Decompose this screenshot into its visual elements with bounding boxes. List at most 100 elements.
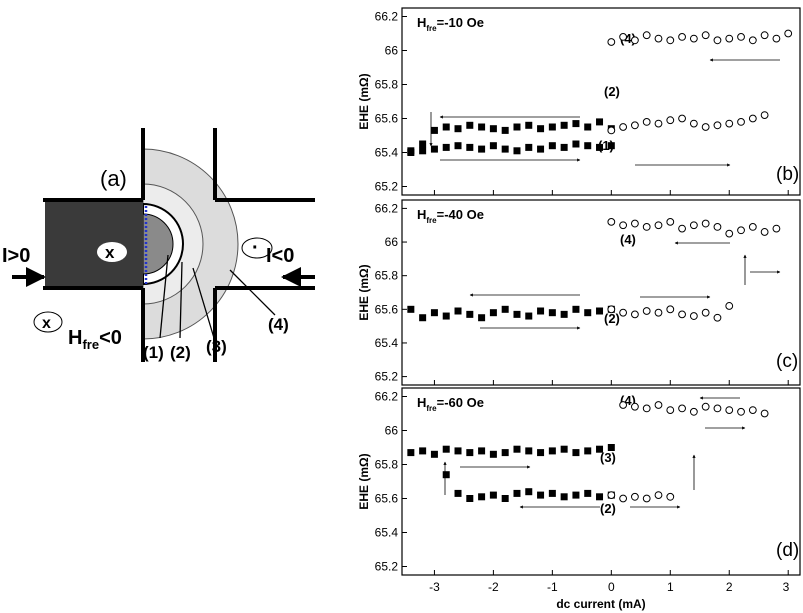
data-point [689,119,698,128]
data-point [501,305,509,313]
diagram: (a) I>0 I<0 x · x Hfre<0 (1) (2) (3) (4) [2,128,315,362]
data-point [419,314,427,322]
data-point [537,491,545,499]
y-tick-label: 65.6 [375,112,399,126]
data-point [678,310,686,319]
data-point [607,305,616,314]
data-point [784,29,793,38]
region-label: (3) [206,337,227,356]
data-point [478,145,486,153]
panel-label: (d) [776,540,799,561]
data-point [584,447,592,455]
data-point [666,217,675,226]
y-axis-label: EHE (mΩ) [357,73,371,129]
data-point [701,123,710,131]
data-point [478,123,486,131]
data-point [666,305,675,314]
data-point [407,147,415,155]
data-point [572,305,580,313]
heading-sub: fre [426,404,437,413]
field-rest: <0 [99,327,122,349]
y-tick-label: 65.8 [375,458,399,472]
data-point [631,219,639,228]
data-point [642,223,651,231]
y-tick-label: 65.8 [375,78,399,92]
data-point [619,308,628,317]
data-point [560,143,568,151]
data-point [489,125,497,133]
data-point [513,310,521,318]
data-point [642,404,651,413]
current-label: I<0 [266,245,294,267]
data-point [607,491,616,500]
data-point [725,119,734,128]
data-point [537,125,545,133]
data-point [454,307,462,315]
data-point [466,310,474,318]
data-point [513,445,521,453]
data-point [419,140,427,148]
data-point [666,36,675,45]
data-point [772,34,781,43]
plot-frame [401,387,801,576]
y-tick-label: 66 [385,424,399,438]
data-point [713,121,722,130]
data-point [713,223,722,231]
x-tick-label: 1 [667,580,674,594]
data-point [596,143,604,151]
y-tick-label: 66.2 [375,10,399,24]
x-tick-label: -1 [547,580,558,594]
data-point [596,493,604,501]
data-point [478,493,486,501]
x-tick-label: 0 [608,580,615,594]
data-point [548,142,556,150]
data-point [501,145,509,153]
data-point [760,111,769,119]
data-point [560,310,568,318]
data-point [713,313,722,322]
data-point [584,142,592,150]
data-point [454,447,462,455]
data-point [489,450,497,458]
into-symbol: x [105,243,115,262]
data-point [666,492,675,501]
heading-h: H [417,207,426,222]
data-point [548,447,556,455]
panel-heading: Hfre=-40 Oe [417,207,484,225]
y-axis-label: EHE (mΩ) [357,264,371,320]
data-point [619,494,628,503]
data-point [713,36,722,45]
data-point [489,142,497,150]
y-tick-label: 66 [385,44,399,58]
data-point [619,221,628,230]
region-label: (1) [143,343,164,362]
data-point [631,310,639,319]
annotation: (2) [604,311,620,326]
data-point [619,401,628,409]
data-point [596,445,604,453]
data-point [678,404,686,413]
annotation: (2) [600,501,616,516]
annotation: (4) [620,232,636,247]
data-point [607,217,616,226]
data-point [607,38,616,46]
data-point [631,492,639,501]
data-point [419,447,427,455]
y-tick-label: 65.6 [375,302,399,316]
heading-sub: fre [426,24,437,33]
data-point [619,33,628,41]
data-point [454,489,462,497]
data-point [442,123,450,131]
data-point [725,302,734,310]
data-point [596,118,604,126]
data-point [560,493,568,501]
heading-rest: =-40 Oe [437,207,484,222]
data-point [454,125,462,133]
data-point [466,143,474,151]
data-point [607,126,616,135]
data-point [654,221,663,230]
data-point [584,123,592,131]
annotation: (3) [600,450,616,465]
data-point [760,228,769,236]
